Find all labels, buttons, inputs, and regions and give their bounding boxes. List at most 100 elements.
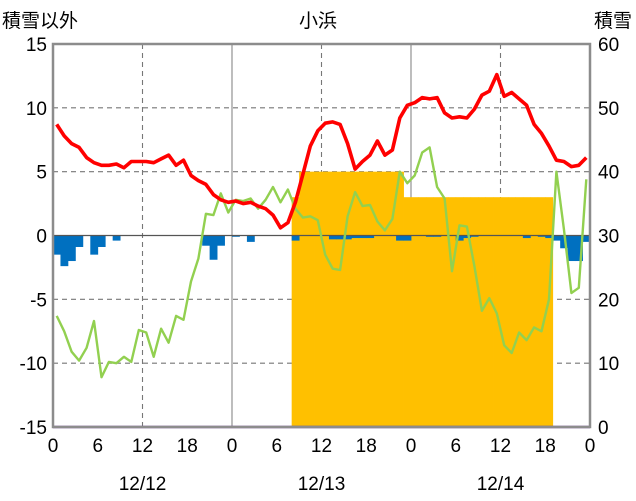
plot-border (51, 42, 592, 429)
precip-bar (560, 235, 569, 249)
precip-bar (90, 235, 99, 255)
x-tick-label: 0 (48, 436, 59, 457)
precip-bar (582, 235, 591, 242)
snow-depth-bar (396, 171, 404, 427)
precip-bar (545, 235, 554, 239)
left-tick-label: 0 (36, 227, 47, 248)
precip-bar (112, 235, 121, 241)
precip-bar (575, 235, 583, 262)
left-tick-label: 10 (26, 99, 47, 120)
x-tick-label: 0 (227, 436, 238, 457)
snow-depth-bar (321, 171, 330, 427)
snow-depth-bar (299, 171, 307, 427)
x-tick-label: 18 (356, 436, 377, 457)
snow-depth-bar (306, 171, 315, 427)
precip-bar (246, 235, 255, 242)
precip-bar (358, 235, 367, 239)
left-tick-label: -10 (20, 354, 47, 375)
precip-bar (403, 235, 412, 241)
snow-depth-bar (328, 171, 337, 427)
x-tick-label: 18 (535, 436, 556, 457)
snow-depth-bar (373, 171, 382, 427)
snow-depth-bar (463, 197, 472, 427)
snow-depth-bar (478, 197, 486, 427)
right-tick-label: 10 (598, 354, 619, 375)
x-tick-label: 0 (406, 436, 417, 457)
snow-depth-bar (545, 197, 554, 427)
snow-depth-bar (500, 197, 509, 427)
precip-bar (217, 235, 225, 246)
snow-depth-bar (358, 171, 367, 427)
precip-bar (366, 235, 375, 239)
date-label: 12/13 (298, 474, 346, 495)
precip-bar (522, 235, 531, 239)
x-tick-label: 12 (311, 436, 332, 457)
snow-depth-bar (507, 197, 516, 427)
precip-bar (291, 235, 300, 241)
left-axis-label: 積雪以外 (2, 10, 79, 32)
right-tick-label: 20 (598, 290, 619, 311)
left-tick-label: -5 (30, 290, 47, 311)
snow-depth-bar (448, 197, 457, 427)
chart-title: 小浜 (298, 10, 337, 32)
left-tick-label: 15 (26, 35, 47, 56)
x-tick-label: 6 (450, 436, 461, 457)
x-tick-label: 6 (92, 436, 103, 457)
x-tick-label: 0 (585, 436, 596, 457)
right-tick-label: 40 (598, 163, 619, 184)
snow-depth-bar (366, 171, 375, 427)
right-tick-label: 60 (598, 35, 619, 56)
precip-bar (343, 235, 352, 240)
precip-bar (328, 235, 337, 240)
precip-bar (351, 235, 360, 239)
snow-depth-bar (522, 197, 531, 427)
right-tick-label: 0 (598, 418, 609, 439)
snow-depth-bar (455, 197, 464, 427)
x-tick-label: 12 (132, 436, 153, 457)
right-tick-label: 30 (598, 227, 619, 248)
precip-bar (552, 235, 561, 241)
x-tick-label: 6 (271, 436, 282, 457)
precip-bar (567, 235, 576, 262)
snow-depth-bar (418, 197, 427, 427)
precip-bar (396, 235, 404, 241)
precip-bar (67, 235, 76, 262)
precip-bar (202, 235, 211, 246)
snow-depth-bar (291, 197, 300, 427)
precip-bar (75, 235, 84, 247)
red-series-line (55, 72, 588, 230)
snow-depth-bar (314, 171, 322, 427)
snow-depth-bar (388, 171, 397, 427)
snow-depth-bar (381, 171, 390, 427)
right-axis-label: 積雪 (593, 10, 632, 32)
precip-bar (336, 235, 345, 240)
snow-depth-bar (515, 197, 524, 427)
snow-depth-bar (485, 197, 494, 427)
precip-bar (60, 235, 69, 267)
snow-depth-bar (425, 197, 434, 427)
snow-depth-bar (470, 197, 479, 427)
snow-depth-bar (351, 171, 360, 427)
precip-bar (97, 235, 106, 247)
precip-bar (53, 235, 61, 255)
left-tick-label: 5 (36, 163, 47, 184)
snow-depth-bar (411, 197, 419, 427)
precip-bar (209, 235, 218, 260)
date-label: 12/12 (119, 474, 167, 495)
snow-depth-bar (530, 197, 539, 427)
green-series-line (55, 146, 588, 379)
precip-bar (455, 235, 464, 241)
date-label: 12/14 (477, 474, 525, 495)
precip-bar (463, 235, 472, 239)
snow-depth-bar (440, 197, 449, 427)
snow-depth-bar (403, 197, 412, 427)
x-tick-label: 12 (490, 436, 511, 457)
snow-depth-bar (433, 197, 442, 427)
x-tick-label: 18 (177, 436, 198, 457)
left-tick-label: -15 (20, 418, 47, 439)
right-tick-label: 50 (598, 99, 619, 120)
snow-depth-bar (343, 171, 352, 427)
snow-depth-bar (537, 197, 546, 427)
snow-depth-bar (336, 171, 345, 427)
